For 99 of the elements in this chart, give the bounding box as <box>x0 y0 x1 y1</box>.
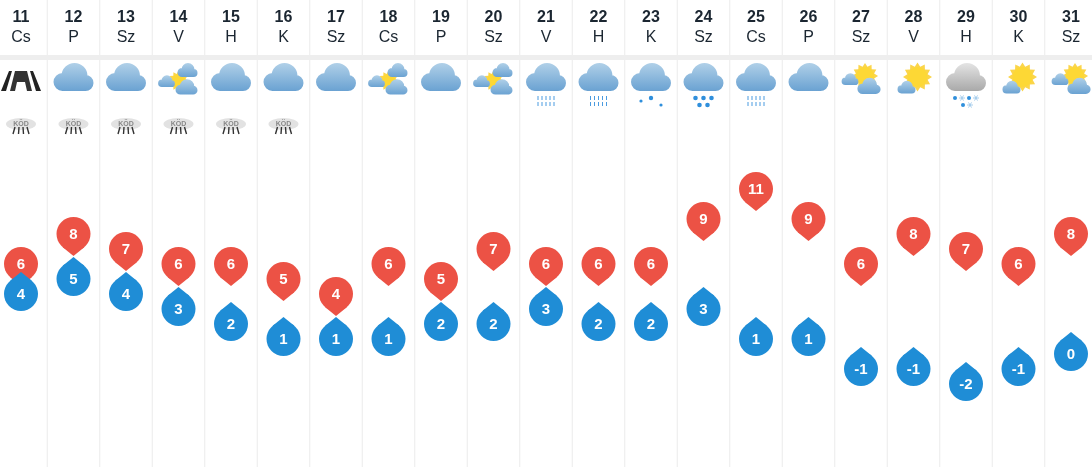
point <box>844 247 878 281</box>
point <box>1054 337 1088 371</box>
point <box>56 262 91 296</box>
point <box>476 232 511 266</box>
data-label: 2 <box>594 315 603 333</box>
point <box>529 247 563 281</box>
data-label: 4 <box>331 285 341 303</box>
data-label: 7 <box>121 240 131 258</box>
point <box>476 307 511 341</box>
x-tick-label: 11 Cs <box>11 8 31 45</box>
data-label: 7 <box>961 240 971 258</box>
x-tick-label: 19 P <box>432 8 450 45</box>
data-label: 6 <box>856 255 866 273</box>
point <box>686 202 721 236</box>
point <box>161 247 196 281</box>
point <box>266 322 301 356</box>
data-label: 3 <box>541 300 551 318</box>
data-label: 2 <box>436 315 446 333</box>
data-label: 3 <box>699 300 708 318</box>
x-tick-label: 25 Cs <box>746 8 766 45</box>
point <box>266 262 301 296</box>
point <box>214 247 248 281</box>
data-label: 8 <box>1066 225 1076 243</box>
x-tick-label: 22 H <box>589 8 608 45</box>
point <box>109 277 143 311</box>
x-tick-label: 24 Sz <box>694 8 713 45</box>
data-label: 9 <box>699 210 708 228</box>
x-tick-label: 31 Sz <box>1061 8 1081 45</box>
data-label: 1 <box>279 330 288 348</box>
data-label: 1 <box>751 330 761 348</box>
point <box>529 292 563 326</box>
data-label: 8 <box>909 225 918 243</box>
data-label: 2 <box>646 315 656 333</box>
x-tick-label: 30 K <box>1009 8 1028 45</box>
x-tick-label: 12 P <box>64 8 83 45</box>
point <box>634 247 668 281</box>
x-tick-label: 16 K <box>274 8 293 45</box>
point <box>581 307 616 341</box>
data-label: 0 <box>1066 345 1076 363</box>
data-label: 1 <box>804 330 813 348</box>
data-label: 6 <box>594 255 603 273</box>
x-tick-label: 28 V <box>904 8 923 45</box>
data-label: 4 <box>16 285 26 303</box>
x-tick-label: 18 Cs <box>378 8 399 45</box>
x-tick-label: 20 Sz <box>484 8 503 45</box>
data-label: 6 <box>174 255 183 273</box>
point <box>581 247 616 281</box>
data-label: 6 <box>646 255 656 273</box>
point <box>634 307 668 341</box>
data-label: 7 <box>489 240 498 258</box>
point <box>1001 247 1036 281</box>
point <box>319 277 353 311</box>
point <box>896 217 931 251</box>
data-label: 6 <box>541 255 551 273</box>
x-tick-label: 21 V <box>537 8 555 45</box>
point <box>791 202 826 236</box>
point <box>4 277 38 311</box>
data-label: 5 <box>436 270 446 288</box>
x-tick-label: 29 H <box>957 8 975 45</box>
x-tick-label: 27 Sz <box>851 8 871 45</box>
data-label: 2 <box>226 315 236 333</box>
point <box>56 217 91 251</box>
point <box>424 307 458 341</box>
data-label: 3 <box>174 300 183 318</box>
point <box>686 292 721 326</box>
data-label: -1 <box>854 360 868 378</box>
data-label: 5 <box>279 270 288 288</box>
data-label: 2 <box>489 315 498 333</box>
x-tick-label: 23 K <box>642 8 660 45</box>
data-label: 4 <box>121 285 131 303</box>
data-label: 5 <box>69 270 78 288</box>
data-label: 1 <box>384 330 393 348</box>
data-label: 6 <box>1014 255 1023 273</box>
data-label: 1 <box>331 330 341 348</box>
data-label: 6 <box>226 255 236 273</box>
x-tick-label: 26 P <box>799 8 818 45</box>
point <box>319 322 353 356</box>
point <box>739 322 773 356</box>
x-tick-label: 17 Sz <box>326 8 346 45</box>
point <box>1054 217 1088 251</box>
data-label: -1 <box>1011 360 1026 378</box>
point <box>424 262 458 296</box>
data-label: 6 <box>384 255 393 273</box>
data-label: 6 <box>16 255 26 273</box>
x-tick-label: 14 V <box>169 8 188 45</box>
point <box>371 322 406 356</box>
data-label: -1 <box>906 360 921 378</box>
x-tick-label: 15 H <box>222 8 240 45</box>
data-label: -2 <box>959 375 973 393</box>
point <box>791 322 826 356</box>
point <box>371 247 406 281</box>
point <box>214 307 248 341</box>
data-label: 9 <box>804 210 813 228</box>
point <box>949 232 983 266</box>
x-tick-label: 13 Sz <box>116 8 136 45</box>
point <box>109 232 143 266</box>
data-label: 8 <box>69 225 78 243</box>
point <box>161 292 196 326</box>
data-label: 11 <box>748 180 764 198</box>
